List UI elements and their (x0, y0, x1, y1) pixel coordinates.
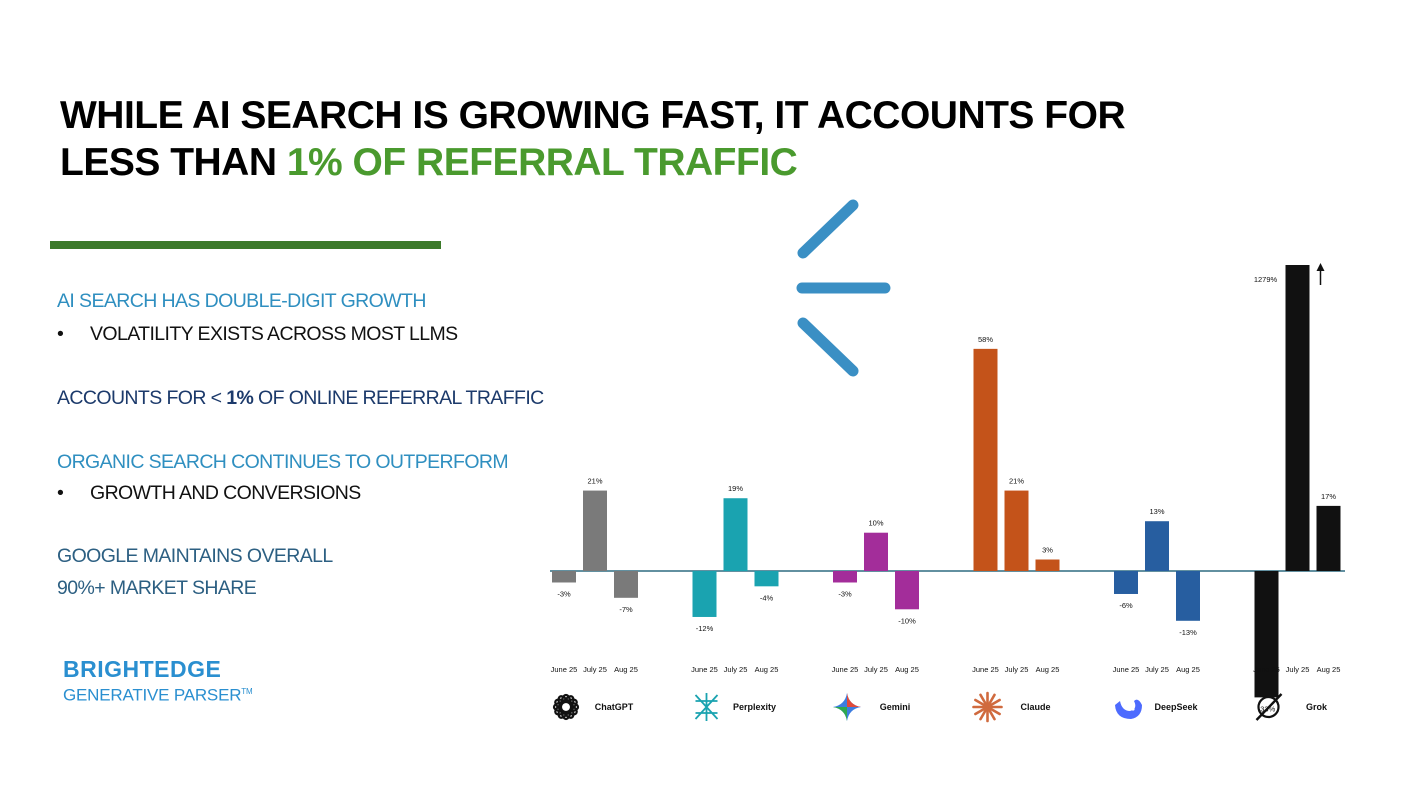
data-label-perplexity-3: -4% (760, 593, 774, 602)
tick-label-chatgpt-1: June 25 (551, 665, 578, 674)
slide-title: WHILE AI SEARCH IS GROWING FAST, IT ACCO… (60, 92, 1126, 186)
tick-label-claude-3: Aug 25 (1036, 665, 1060, 674)
bullet-growth-text: GROWTH AND CONVERSIONS (90, 482, 361, 504)
bar-chatgpt-2 (583, 490, 607, 571)
bar-gemini-2 (864, 532, 888, 571)
point-google-line-1: GOOGLE MAINTAINS OVERALL (57, 545, 333, 567)
bar-deepseek-3 (1176, 571, 1200, 621)
gemini-icon (833, 693, 861, 721)
title-line-1: WHILE AI SEARCH IS GROWING FAST, IT ACCO… (60, 94, 1126, 137)
model-name-perplexity: Perplexity (733, 702, 776, 712)
logo-tm: TM (241, 687, 253, 696)
bar-claude-3 (1035, 559, 1060, 571)
perplexity-icon (694, 693, 719, 721)
brightedge-logo: BRIGHTEDGE GENERATIVE PARSERTM (63, 656, 253, 706)
point-referral-bold: 1% (226, 387, 254, 409)
data-label-grok-2: 1279% (1254, 275, 1278, 284)
bar-perplexity-1 (692, 571, 717, 617)
bar-gemini-3 (895, 571, 919, 610)
decorative-chevron-icon (796, 199, 891, 377)
data-label-gemini-1: -3% (838, 589, 852, 598)
tick-label-deepseek-3: Aug 25 (1176, 665, 1200, 674)
data-label-gemini-2: 10% (868, 519, 883, 528)
bar-grok-3 (1316, 505, 1341, 571)
data-label-deepseek-3: -13% (1179, 628, 1197, 637)
bar-chatgpt-3 (614, 571, 638, 598)
grok-icon (1255, 693, 1283, 721)
bar-perplexity-3 (754, 571, 779, 587)
point-referral-share: ACCOUNTS FOR < 1% OF ONLINE REFERRAL TRA… (57, 387, 544, 410)
point-organic: ORGANIC SEARCH CONTINUES TO OUTPERFORM (57, 451, 509, 473)
axis-break-arrow-head (1316, 263, 1325, 271)
data-label-chatgpt-2: 21% (587, 477, 602, 486)
bar-deepseek-2 (1145, 521, 1169, 571)
data-label-gemini-3: -10% (898, 616, 916, 625)
deepseek-icon (1115, 699, 1142, 719)
chatgpt-icon (552, 693, 580, 721)
logo-subtitle: GENERATIVE PARSERTM (63, 682, 253, 706)
data-label-chatgpt-3: -7% (619, 605, 633, 614)
bar-chatgpt-1 (552, 571, 576, 583)
bar-claude-2 (1004, 490, 1029, 571)
data-label-claude-1: 58% (978, 335, 993, 344)
tick-label-gemini-1: June 25 (832, 665, 859, 674)
model-name-chatgpt: ChatGPT (595, 702, 634, 712)
logo-brand: BRIGHTEDGE (63, 656, 222, 682)
tick-label-grok-2: July 25 (1286, 665, 1310, 674)
bullet-dot: • (57, 323, 64, 345)
point-google-line-2: 90%+ MARKET SHARE (57, 577, 257, 599)
tick-label-grok-3: Aug 25 (1317, 665, 1341, 674)
data-label-claude-3: 3% (1042, 546, 1053, 555)
model-name-claude: Claude (1020, 702, 1050, 712)
bar-grok-1 (1254, 571, 1279, 698)
point-ai-growth: AI SEARCH HAS DOUBLE-DIGIT GROWTH (57, 290, 426, 312)
tick-label-perplexity-1: June 25 (691, 665, 718, 674)
data-label-perplexity-2: 19% (728, 484, 743, 493)
bullet-volatility: • VOLATILITY EXISTS ACROSS MOST LLMS (57, 323, 458, 346)
bar-grok-2 (1285, 265, 1310, 571)
data-label-deepseek-2: 13% (1149, 507, 1164, 516)
tick-label-perplexity-3: Aug 25 (755, 665, 779, 674)
model-name-gemini: Gemini (880, 702, 911, 712)
point-referral-suffix: OF ONLINE REFERRAL TRAFFIC (253, 387, 544, 409)
tick-label-claude-2: July 25 (1005, 665, 1029, 674)
bullet-volatility-text: VOLATILITY EXISTS ACROSS MOST LLMS (90, 323, 458, 345)
tick-label-perplexity-2: July 25 (724, 665, 748, 674)
model-name-grok: Grok (1306, 702, 1328, 712)
model-name-deepseek: DeepSeek (1154, 702, 1198, 712)
bar-claude-1 (973, 348, 998, 571)
bar-deepseek-1 (1114, 571, 1138, 594)
tick-label-chatgpt-2: July 25 (583, 665, 607, 674)
tick-label-deepseek-1: June 25 (1113, 665, 1140, 674)
tick-label-deepseek-2: July 25 (1145, 665, 1169, 674)
claude-icon (972, 691, 1003, 723)
tick-label-gemini-3: Aug 25 (895, 665, 919, 674)
bullet-dot: • (57, 482, 64, 504)
logo-subtitle-text: GENERATIVE PARSER (63, 685, 242, 705)
tick-label-gemini-2: July 25 (864, 665, 888, 674)
data-label-chatgpt-1: -3% (557, 589, 571, 598)
data-label-perplexity-1: -12% (696, 624, 714, 633)
data-label-grok-3: 17% (1321, 492, 1336, 501)
title-line-2-accent: 1% OF REFERRAL TRAFFIC (286, 141, 798, 184)
tick-label-grok-1: June 25 (1253, 665, 1280, 674)
bar-perplexity-2 (723, 498, 748, 571)
tick-label-claude-1: June 25 (972, 665, 999, 674)
data-label-claude-2: 21% (1009, 477, 1024, 486)
bar-gemini-1 (833, 571, 857, 583)
title-divider (50, 241, 441, 249)
title-line-2-prefix: LESS THAN (60, 141, 287, 184)
referral-growth-chart: -3% 21% -7% June 25 July 25 Aug 25 ChatGPT -12%… (550, 263, 1345, 723)
bullet-growth: • GROWTH AND CONVERSIONS (57, 482, 361, 505)
data-label-deepseek-1: -6% (1119, 601, 1133, 610)
point-referral-prefix: ACCOUNTS FOR < (57, 387, 227, 409)
tick-label-chatgpt-3: Aug 25 (614, 665, 638, 674)
